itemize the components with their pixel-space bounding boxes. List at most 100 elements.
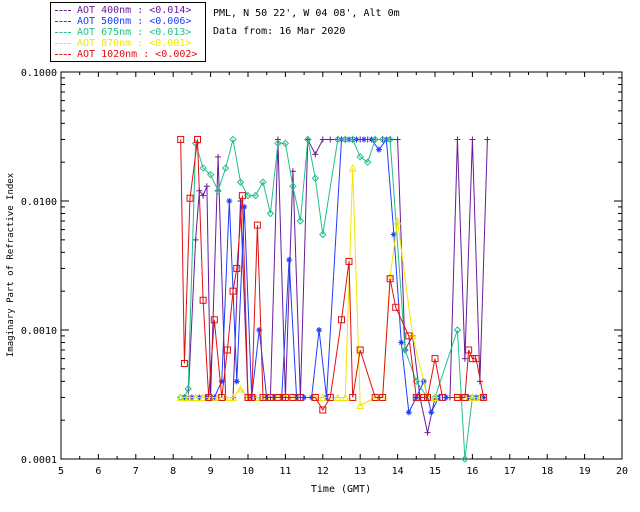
x-tick-label: 10 — [242, 466, 254, 477]
series-line — [180, 139, 485, 411]
data-point — [206, 170, 215, 179]
data-point — [191, 393, 200, 401]
legend-label: AOT 500nm : <0.006> — [77, 16, 192, 27]
data-point — [378, 135, 387, 144]
data-point — [326, 393, 334, 401]
data-point — [233, 378, 240, 385]
data-point — [251, 191, 260, 200]
data-point — [226, 198, 233, 204]
data-point — [199, 164, 207, 172]
data-point — [194, 135, 202, 143]
data-point — [304, 135, 312, 144]
data-point — [424, 393, 432, 401]
data-point — [177, 135, 185, 143]
data-point — [236, 384, 245, 393]
data-point — [401, 346, 409, 354]
data-point — [461, 355, 468, 362]
x-tick-label: 9 — [208, 466, 214, 477]
legend-item-500: AOT 500nm : <0.006> — [55, 16, 191, 27]
data-point — [345, 257, 353, 265]
data-point — [316, 327, 323, 333]
data-point — [311, 393, 319, 401]
data-point — [398, 339, 405, 346]
x-tick-label: 5 — [58, 466, 64, 477]
x-tick-label: 13 — [354, 466, 366, 477]
data-point — [214, 187, 222, 195]
data-point — [289, 393, 297, 401]
data-point — [484, 136, 491, 143]
data-point — [229, 393, 237, 401]
data-point — [176, 393, 185, 401]
data-point — [408, 331, 417, 340]
data-point — [199, 296, 207, 304]
data-point — [296, 393, 304, 401]
data-point — [405, 409, 412, 416]
data-point — [333, 393, 342, 401]
legend-item-870: AOT 870nm : <0.001> — [55, 38, 191, 49]
data-point — [244, 393, 252, 401]
data-point — [289, 168, 296, 175]
data-point — [229, 287, 237, 295]
data-point — [393, 216, 402, 225]
data-point — [349, 393, 357, 401]
data-point — [348, 163, 357, 172]
data-point — [368, 136, 375, 143]
data-point — [180, 393, 189, 402]
data-point — [218, 393, 226, 401]
data-point — [241, 203, 248, 210]
data-point — [311, 174, 320, 182]
data-point — [184, 385, 192, 393]
legend-swatch — [55, 31, 71, 33]
y-tick-label: 0.0001 — [21, 455, 57, 466]
data-point — [274, 393, 282, 401]
x-tick-label: 12 — [317, 466, 329, 477]
data-point — [461, 455, 469, 463]
data-point — [319, 230, 327, 239]
data-point — [221, 393, 230, 401]
legend-swatch — [55, 42, 71, 44]
series-line — [180, 139, 480, 460]
data-point — [238, 192, 246, 200]
data-point — [259, 178, 267, 186]
data-point — [296, 217, 305, 225]
data-point — [468, 355, 476, 363]
legend-item-400: AOT 400nm : <0.014> — [55, 5, 191, 16]
y-tick-label: 0.0010 — [21, 326, 57, 337]
data-point — [454, 136, 461, 143]
x-tick-label: 20 — [616, 466, 628, 477]
data-point — [341, 135, 349, 144]
data-point — [375, 146, 382, 153]
data-point — [349, 135, 357, 144]
data-point — [199, 393, 207, 401]
data-point — [353, 136, 360, 143]
x-tick-label: 7 — [133, 466, 139, 477]
data-point — [356, 401, 365, 409]
date-info: Data from: 16 Mar 2020 — [213, 26, 346, 37]
data-point — [480, 393, 488, 401]
data-point — [281, 139, 290, 148]
data-point — [431, 393, 439, 401]
data-point — [229, 135, 237, 144]
legend-label: AOT 1020nm : <0.002> — [77, 49, 198, 60]
series-line — [184, 139, 488, 433]
data-point — [472, 355, 480, 363]
y-tick-label: 0.1000 — [21, 68, 57, 79]
data-point — [274, 139, 282, 148]
data-point — [360, 136, 367, 143]
data-point — [319, 406, 327, 414]
data-point — [476, 393, 484, 401]
x-tick-label: 19 — [579, 466, 591, 477]
data-point — [371, 135, 379, 144]
data-point — [218, 378, 225, 385]
data-point — [259, 393, 267, 401]
legend-swatch — [55, 53, 71, 55]
data-point — [266, 209, 275, 218]
data-point — [184, 393, 192, 401]
data-point — [286, 256, 293, 263]
data-point — [453, 326, 462, 334]
data-point — [392, 303, 400, 311]
data-point — [180, 359, 188, 367]
x-tick-label: 11 — [279, 466, 291, 477]
data-point — [469, 136, 476, 143]
